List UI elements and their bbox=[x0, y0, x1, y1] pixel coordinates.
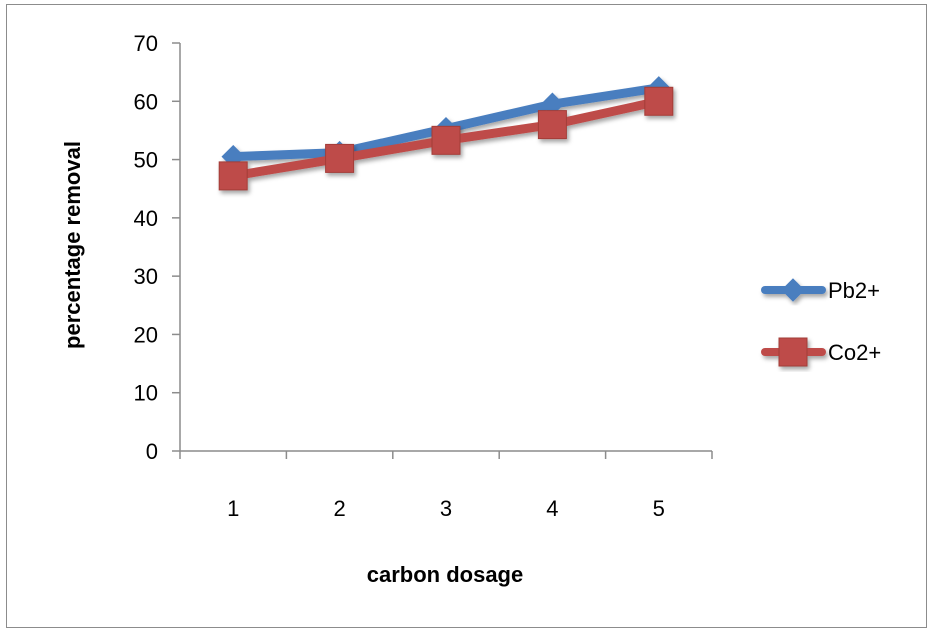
data-point-marker bbox=[537, 110, 567, 140]
legend-swatch bbox=[761, 337, 826, 367]
chart-axes: 0 10 20 30 40 50 60 70 1 2 3 4 5 bbox=[134, 31, 713, 521]
chart-frame bbox=[6, 4, 927, 628]
data-point-marker bbox=[644, 86, 674, 116]
x-axis-title: carbon dosage bbox=[367, 562, 523, 587]
legend-swatch bbox=[761, 278, 826, 302]
x-tick-label: 5 bbox=[653, 496, 665, 521]
legend-label: Co2+ bbox=[828, 340, 881, 365]
y-tick-label: 20 bbox=[134, 322, 158, 347]
y-tick-label: 30 bbox=[134, 264, 158, 289]
data-point-marker bbox=[325, 143, 355, 173]
y-tick-label: 50 bbox=[134, 148, 158, 173]
x-tick-label: 1 bbox=[227, 496, 239, 521]
data-point-marker bbox=[431, 125, 461, 155]
x-tick-label: 3 bbox=[440, 496, 452, 521]
y-tick-label: 70 bbox=[134, 31, 158, 56]
chart-legend: Pb2+ Co2+ bbox=[761, 278, 881, 367]
data-point-marker bbox=[218, 161, 248, 191]
y-axis-title: percentage removal bbox=[60, 141, 85, 349]
legend-label: Pb2+ bbox=[828, 278, 880, 303]
series-square-group bbox=[218, 86, 674, 191]
data-point-marker bbox=[781, 278, 805, 302]
series-layer bbox=[218, 76, 674, 191]
y-tick-label: 40 bbox=[134, 206, 158, 231]
y-tick-label: 10 bbox=[134, 381, 158, 406]
y-tick-label: 0 bbox=[146, 439, 158, 464]
y-tick-label: 60 bbox=[134, 89, 158, 114]
x-tick-label: 2 bbox=[333, 496, 345, 521]
x-tick-label: 4 bbox=[546, 496, 558, 521]
data-point-marker bbox=[778, 337, 808, 367]
